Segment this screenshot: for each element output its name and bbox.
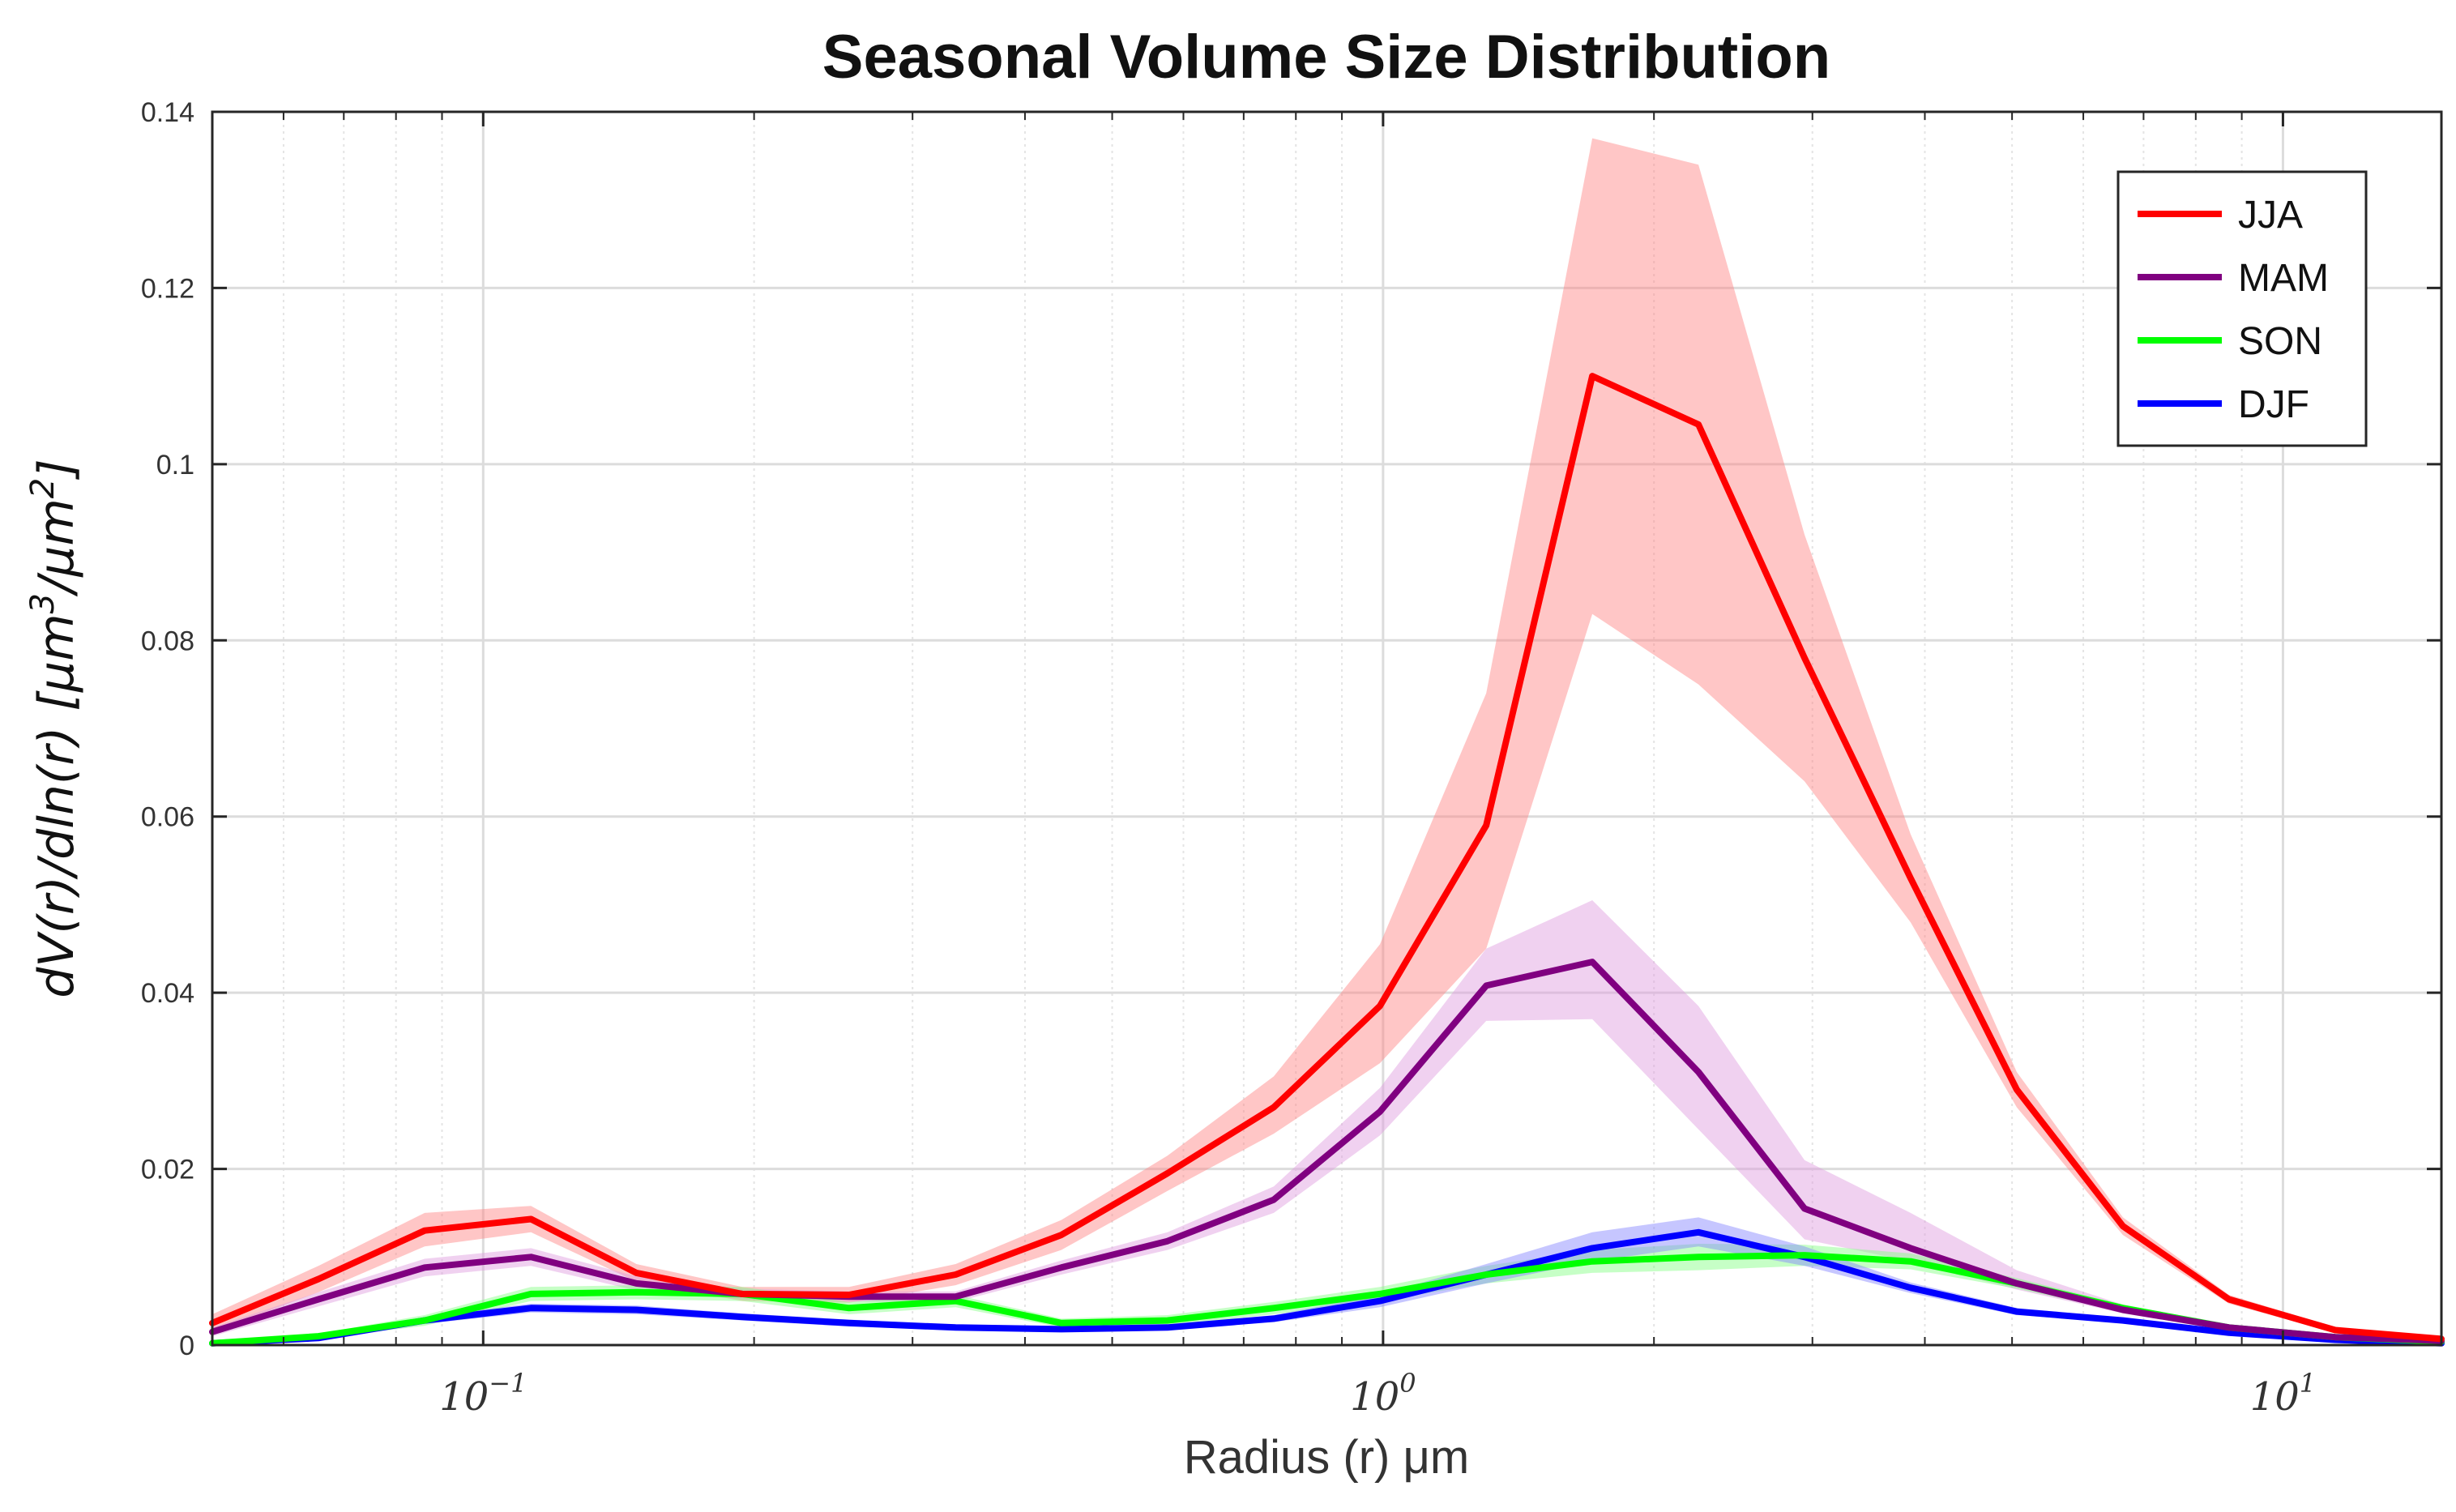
x-tick-label: 101 xyxy=(2250,1368,2316,1420)
y-tick-label: 0.12 xyxy=(141,273,194,304)
legend-label-mam: MAM xyxy=(2238,257,2329,300)
axes-box xyxy=(211,110,2443,1347)
legend-label-son: SON xyxy=(2238,320,2322,363)
chart-title: Seasonal Volume Size Distribution xyxy=(822,23,1830,92)
y-axis-label-post: ] xyxy=(28,459,85,480)
y-tick-label: 0.02 xyxy=(141,1155,194,1185)
y-tick-label: 0.06 xyxy=(141,802,194,833)
y-tick-label: 0.08 xyxy=(141,626,194,656)
x-tick-label: 100 xyxy=(1350,1368,1416,1420)
y-tick-label: 0 xyxy=(179,1330,194,1361)
y-axis-label-unit2: μm xyxy=(28,498,85,578)
x-axis-label: Radius (r) μm xyxy=(1184,1431,1469,1484)
legend-box xyxy=(2116,170,2368,447)
series-line-jja xyxy=(209,373,2445,1343)
y-axis-label-unit1: μm xyxy=(28,613,85,693)
series-line-djf xyxy=(209,1228,2445,1347)
y-axis-label-main: dV(r)/dln(r) [ xyxy=(28,690,85,998)
legend-label-jja: JJA xyxy=(2238,194,2303,237)
axis-ticks: 10−1 100 101 0 0.02 0.04 0.06 0.08 0.1 0.12 0.14 xyxy=(141,97,2441,1420)
legend: JJA MAM SON DJF xyxy=(2116,170,2368,447)
legend-label-djf: DJF xyxy=(2238,383,2309,426)
y-tick-label: 0.14 xyxy=(141,97,194,128)
y-axis-label: dV(r)/dln(r) [μm3/μm2] xyxy=(24,459,85,997)
y-axis-label-exp1: 3 xyxy=(24,593,62,613)
band-mam xyxy=(212,900,2441,1342)
y-tick-label: 0.04 xyxy=(141,978,194,1009)
y-tick-label: 0.1 xyxy=(156,450,194,481)
series-lines xyxy=(209,373,2445,1347)
band-jja xyxy=(212,138,2441,1341)
x-tick-label: 10−1 xyxy=(439,1368,527,1420)
series-line-mam xyxy=(209,959,2445,1344)
y-axis-label-exp2: 2 xyxy=(24,478,62,498)
